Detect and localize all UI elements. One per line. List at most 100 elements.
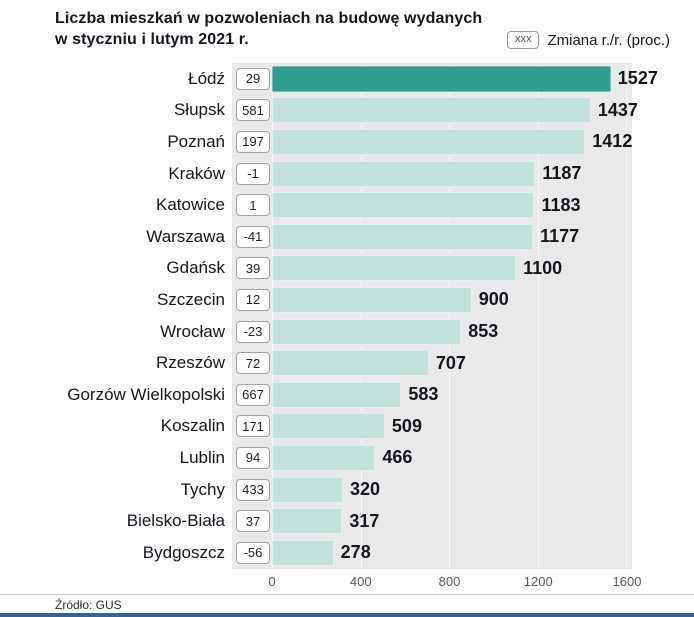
chart-row: Warszawa -41 1177 [0, 220, 694, 253]
city-label: Kraków [168, 163, 225, 183]
bar [272, 508, 343, 535]
chart-row: Gorzów Wielkopolski 667 583 [0, 378, 694, 411]
city-label: Bielsko-Biała [126, 511, 225, 531]
bar [272, 160, 536, 187]
plot-panel: 197 1412 [232, 126, 632, 158]
plot-panel: 37 317 [232, 505, 632, 537]
bar-track: 1187 [272, 157, 627, 190]
bar [272, 476, 343, 503]
bar-track: 466 [272, 442, 627, 474]
city-label: Bydgoszcz [142, 542, 225, 562]
value-label: 317 [349, 510, 380, 531]
value-label: 1183 [541, 194, 581, 215]
change-value-box: 72 [236, 352, 270, 375]
x-axis: 0 400 800 1200 1600 [268, 569, 641, 591]
city-label: Rzeszów [156, 353, 225, 373]
bar-track: 1527 [272, 63, 658, 95]
chart-row: Bielsko-Biała 37 317 [0, 505, 694, 537]
plot-panel: 12 900 [232, 284, 632, 316]
x-tick-label: 0 [268, 573, 276, 589]
plot-panel: 72 707 [232, 347, 632, 379]
city-label: Gorzów Wielkopolski [67, 384, 225, 404]
legend-sample-box: xxx [506, 31, 540, 49]
plot-panel: -56 278 [232, 536, 632, 569]
change-value-box: 171 [236, 415, 270, 438]
change-value-box: 12 [236, 288, 270, 311]
bar-track: 278 [272, 536, 627, 569]
bar [272, 413, 385, 440]
change-value-box: 29 [236, 67, 270, 90]
x-tick-label: 1600 [612, 573, 642, 589]
change-value-box: -41 [236, 225, 270, 248]
header: Liczba mieszkań w pozwoleniach na budowę… [0, 0, 694, 50]
city-label: Koszalin [160, 416, 225, 436]
x-tick-label: 1200 [523, 573, 553, 589]
bar-track: 853 [272, 315, 627, 348]
legend: xxx Zmiana r./r. (proc.) [506, 31, 670, 49]
bar-track: 707 [272, 347, 627, 379]
bar [272, 286, 472, 313]
plot-panel: 29 1527 [232, 63, 658, 95]
chart-row: Poznań 197 1412 [0, 126, 694, 158]
x-tick-label: 400 [349, 573, 372, 589]
chart-row: Lublin 94 466 [0, 442, 694, 474]
value-label: 1412 [592, 131, 633, 152]
bar [272, 255, 517, 282]
chart-row: Kraków -1 1187 [0, 157, 694, 190]
plot-panel: -23 853 [232, 315, 632, 348]
plot-panel: 667 583 [232, 378, 632, 411]
chart-title-line2: w styczniu i lutym 2021 r. [55, 31, 249, 48]
plot-panel: 94 466 [232, 442, 632, 474]
value-label: 707 [435, 352, 466, 373]
bar-track: 1183 [272, 189, 627, 221]
city-label: Poznań [167, 131, 225, 151]
city-label: Wrocław [160, 321, 225, 341]
change-value-box: 37 [236, 510, 270, 533]
value-label: 853 [468, 321, 499, 342]
plot-panel: 39 1100 [232, 252, 632, 285]
chart-row: Katowice 1 1183 [0, 189, 694, 221]
value-label: 900 [478, 289, 509, 310]
change-value-box: 94 [236, 446, 270, 469]
change-value-box: 581 [236, 99, 270, 122]
plot-panel: -1 1187 [232, 157, 632, 190]
bar [272, 192, 535, 219]
value-label: 1177 [540, 226, 580, 247]
bar-track: 509 [272, 410, 627, 443]
value-label: 583 [408, 384, 439, 405]
bar [272, 318, 462, 345]
city-label: Gdańsk [166, 258, 225, 278]
bar [272, 539, 334, 566]
bar [272, 444, 376, 471]
chart-row: Gdańsk 39 1100 [0, 252, 694, 285]
chart-row: Tychy 433 320 [0, 473, 694, 506]
bar-track: 1412 [272, 126, 632, 158]
chart-row: Łódź 29 1527 [0, 63, 694, 95]
bar-track: 320 [272, 473, 627, 506]
change-value-box: 197 [236, 130, 270, 153]
chart-row: Słupsk 581 1437 [0, 94, 694, 127]
change-value-box: 667 [236, 383, 270, 406]
value-label: 509 [391, 415, 422, 436]
city-label: Łódź [188, 68, 225, 88]
value-label: 1527 [617, 68, 658, 89]
value-label: 1187 [542, 163, 582, 184]
change-value-box: 39 [236, 257, 270, 280]
bar [272, 223, 534, 250]
bar [272, 350, 429, 377]
bar-track: 1437 [272, 94, 638, 127]
chart-row: Koszalin 171 509 [0, 410, 694, 443]
bar-track: 1100 [272, 252, 627, 285]
city-label: Słupsk [173, 100, 225, 120]
bar-track: 317 [272, 505, 627, 537]
city-label: Katowice [156, 195, 225, 215]
plot-panel: 581 1437 [232, 94, 638, 127]
chart-row: Szczecin 12 900 [0, 284, 694, 316]
chart-title-line1: Liczba mieszkań w pozwoleniach na budowę… [55, 10, 483, 27]
value-label: 466 [382, 447, 413, 468]
plot-panel: 433 320 [232, 473, 632, 506]
city-label: Warszawa [146, 226, 225, 246]
change-value-box: 1 [236, 194, 270, 217]
bar-chart: Łódź 29 1527 Słupsk 581 1437 Poznań 197 … [0, 63, 694, 591]
